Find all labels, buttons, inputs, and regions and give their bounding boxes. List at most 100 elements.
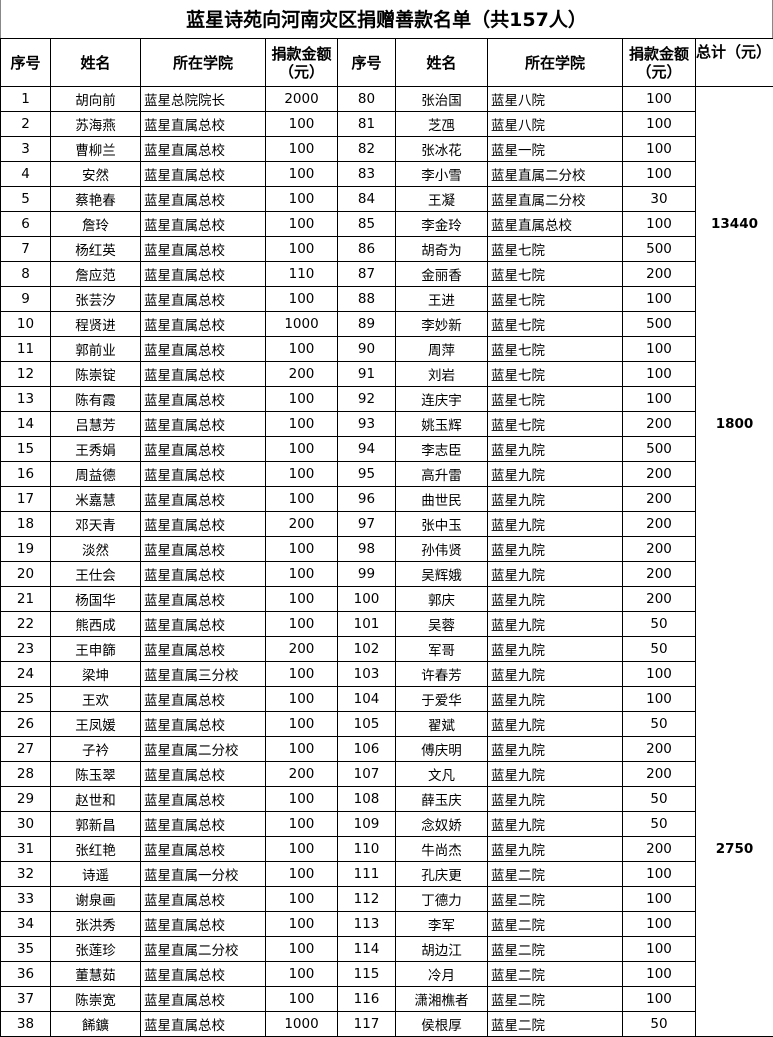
cell-no: 30 bbox=[1, 812, 51, 837]
cell-amount-2: 500 bbox=[623, 237, 696, 262]
cell-amount-2: 200 bbox=[623, 737, 696, 762]
cell-no-2: 110 bbox=[338, 837, 396, 862]
cell-no-2: 90 bbox=[338, 337, 396, 362]
cell-name-2: 念奴娇 bbox=[396, 812, 488, 837]
cell-college: 蓝星直属总校 bbox=[141, 637, 266, 662]
cell-name: 郭前业 bbox=[51, 337, 141, 362]
cell-total bbox=[696, 787, 773, 812]
cell-name: 安然 bbox=[51, 162, 141, 187]
cell-college-2: 蓝星二院 bbox=[488, 1012, 623, 1037]
cell-college-2: 蓝星九院 bbox=[488, 662, 623, 687]
cell-name-2: 翟斌 bbox=[396, 712, 488, 737]
cell-total bbox=[696, 437, 773, 462]
header-amount-line1: 捐款金额 bbox=[629, 45, 689, 63]
cell-name-2: 军哥 bbox=[396, 637, 488, 662]
cell-no-2: 97 bbox=[338, 512, 396, 537]
cell-college: 蓝星直属总校 bbox=[141, 137, 266, 162]
cell-name: 董慧茹 bbox=[51, 962, 141, 987]
cell-college: 蓝星直属总校 bbox=[141, 987, 266, 1012]
cell-no-2: 89 bbox=[338, 312, 396, 337]
cell-college-2: 蓝星九院 bbox=[488, 487, 623, 512]
cell-name-2: 傅庆明 bbox=[396, 737, 488, 762]
cell-college: 蓝星直属总校 bbox=[141, 537, 266, 562]
cell-college: 蓝星直属三分校 bbox=[141, 662, 266, 687]
header-college: 所在学院 bbox=[141, 39, 266, 87]
cell-amount-2: 100 bbox=[623, 112, 696, 137]
cell-name-2: 姚玉辉 bbox=[396, 412, 488, 437]
cell-total bbox=[696, 862, 773, 887]
cell-no: 36 bbox=[1, 962, 51, 987]
header-no: 序号 bbox=[1, 39, 51, 87]
cell-no: 15 bbox=[1, 437, 51, 462]
cell-college: 蓝星直属总校 bbox=[141, 787, 266, 812]
cell-amount-2: 100 bbox=[623, 212, 696, 237]
cell-no: 17 bbox=[1, 487, 51, 512]
cell-college-2: 蓝星九院 bbox=[488, 687, 623, 712]
cell-college-2: 蓝星七院 bbox=[488, 312, 623, 337]
cell-amount: 100 bbox=[266, 662, 338, 687]
cell-name: 吕慧芳 bbox=[51, 412, 141, 437]
cell-amount: 100 bbox=[266, 112, 338, 137]
cell-name-2: 王凝 bbox=[396, 187, 488, 212]
cell-no-2: 88 bbox=[338, 287, 396, 312]
cell-no-2: 103 bbox=[338, 662, 396, 687]
cell-name-2: 李金玲 bbox=[396, 212, 488, 237]
cell-amount-2: 100 bbox=[623, 87, 696, 112]
cell-no-2: 106 bbox=[338, 737, 396, 762]
cell-college: 蓝星直属总校 bbox=[141, 287, 266, 312]
cell-name: 陈崇锭 bbox=[51, 362, 141, 387]
cell-no-2: 94 bbox=[338, 437, 396, 462]
cell-name: 赵世和 bbox=[51, 787, 141, 812]
header-name: 姓名 bbox=[51, 39, 141, 87]
cell-no-2: 93 bbox=[338, 412, 396, 437]
header-name-2: 姓名 bbox=[396, 39, 488, 87]
cell-total bbox=[696, 287, 773, 312]
cell-name: 周益德 bbox=[51, 462, 141, 487]
cell-college: 蓝星直属总校 bbox=[141, 612, 266, 637]
cell-total bbox=[696, 762, 773, 787]
cell-college: 蓝星直属二分校 bbox=[141, 737, 266, 762]
cell-no: 21 bbox=[1, 587, 51, 612]
cell-total bbox=[696, 687, 773, 712]
cell-college: 蓝星直属总校 bbox=[141, 962, 266, 987]
cell-no: 12 bbox=[1, 362, 51, 387]
cell-no-2: 92 bbox=[338, 387, 396, 412]
cell-college-2: 蓝星九院 bbox=[488, 537, 623, 562]
cell-total bbox=[696, 737, 773, 762]
cell-no: 34 bbox=[1, 912, 51, 937]
page-title: 蓝星诗苑向河南灾区捐赠善款名单（共157人） bbox=[0, 0, 773, 38]
header-amount-line1: 捐款金额 bbox=[271, 45, 331, 63]
cell-no: 2 bbox=[1, 112, 51, 137]
cell-no-2: 80 bbox=[338, 87, 396, 112]
cell-college-2: 蓝星七院 bbox=[488, 262, 623, 287]
cell-no-2: 115 bbox=[338, 962, 396, 987]
cell-no-2: 84 bbox=[338, 187, 396, 212]
cell-no-2: 114 bbox=[338, 937, 396, 962]
header-total: 总计（元） bbox=[696, 39, 773, 87]
header-college-2: 所在学院 bbox=[488, 39, 623, 87]
cell-name-2: 连庆宇 bbox=[396, 387, 488, 412]
cell-name: 王秀娟 bbox=[51, 437, 141, 462]
cell-name: 子衿 bbox=[51, 737, 141, 762]
cell-amount-2: 200 bbox=[623, 837, 696, 862]
cell-amount-2: 200 bbox=[623, 462, 696, 487]
cell-name-2: 丁德力 bbox=[396, 887, 488, 912]
cell-amount-2: 100 bbox=[623, 362, 696, 387]
cell-no: 28 bbox=[1, 762, 51, 787]
cell-no-2: 86 bbox=[338, 237, 396, 262]
cell-no: 25 bbox=[1, 687, 51, 712]
cell-no: 11 bbox=[1, 337, 51, 362]
cell-college-2: 蓝星七院 bbox=[488, 287, 623, 312]
